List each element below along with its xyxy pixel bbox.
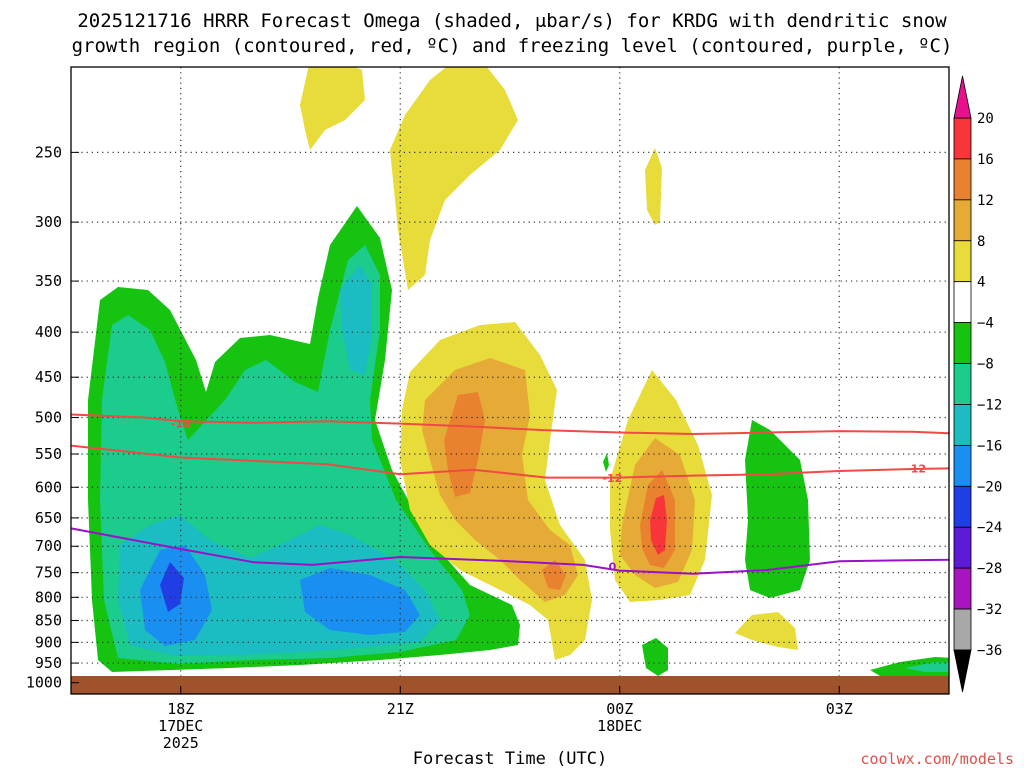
colorbar-label-11: −28 <box>977 561 1002 577</box>
omega-fill-blue <box>140 545 420 646</box>
isotherm-label--18-0: -18 <box>171 418 191 431</box>
colorbar-swatch-9 <box>953 485 972 528</box>
colorbar-label-0: 20 <box>977 111 994 127</box>
y-tick-label-450: 450 <box>35 368 62 386</box>
colorbar-label-12: −32 <box>977 602 1002 618</box>
y-tick-label-500: 500 <box>35 409 62 427</box>
y-tick-label-800: 800 <box>35 588 62 606</box>
x-tick-label-0-1: 17DEC <box>158 717 203 735</box>
colorbar-swatch-8 <box>953 444 972 487</box>
colorbar-label-6: −8 <box>977 357 994 373</box>
omega-shading-layer <box>88 67 949 678</box>
omega-fill-yellow-spike <box>645 148 662 225</box>
colorbar-bottom-arrow <box>953 649 972 693</box>
colorbar-label-7: −12 <box>977 397 1002 413</box>
chart-title-line2: growth region (contoured, red, ºC) and f… <box>72 35 953 57</box>
x-axis: 18Z17DEC202521Z00Z18DEC03Z06Z09Z <box>158 686 853 752</box>
colorbar-swatch-0 <box>953 117 972 160</box>
isotherm-line--12 <box>71 444 949 479</box>
omega-fill-yellow-low <box>735 612 798 650</box>
colorbar-swatch-3 <box>953 240 972 283</box>
x-tick-label-1-0: 21Z <box>387 700 414 718</box>
isotherm-layer: -18-18-12-1200 <box>71 413 949 575</box>
colorbar-label-5: −4 <box>977 316 994 332</box>
colorbar: 20 16 12 8 4 −4 −8 −12 −16 −20 −24 −28 −32 −36 <box>953 75 1002 693</box>
colorbar-swatch-10 <box>953 526 972 569</box>
y-tick-label-650: 650 <box>35 509 62 527</box>
plot-frame <box>70 66 950 695</box>
colorbar-swatch-1 <box>953 158 972 201</box>
y-tick-label-850: 850 <box>35 612 62 630</box>
omega-fill-teal-bottom-right <box>905 662 949 672</box>
y-tick-label-950: 950 <box>35 654 62 672</box>
credit-link[interactable]: coolwx.com/models <box>860 750 1014 768</box>
omega-fill-yellow-main <box>390 67 518 290</box>
colorbar-swatch-12 <box>953 608 972 651</box>
colorbar-swatch-5 <box>953 322 972 364</box>
x-axis-label: Forecast Time (UTC) <box>413 749 607 768</box>
omega-fill-orange <box>444 392 675 590</box>
omega-fill-green-spot <box>603 453 609 472</box>
grid-layer <box>71 67 949 694</box>
colorbar-swatch-6 <box>953 363 972 405</box>
x-tick-label-0-2: 2025 <box>163 734 199 752</box>
y-tick-label-1000: 1000 <box>26 674 62 692</box>
chart-title-line1: 2025121716 HRRR Forecast Omega (shaded, … <box>77 10 947 32</box>
omega-fill-gold <box>422 358 695 602</box>
isotherm-label--12-1: -12 <box>906 462 926 475</box>
omega-fill-cyan <box>118 265 440 656</box>
terrain-ground-fill <box>71 676 949 694</box>
omega-fill-darkblue <box>160 562 184 612</box>
y-axis: 250 300 350 400 450 500 550 600 650 700 750 800 850 9… <box>26 143 79 692</box>
colorbar-label-10: −24 <box>977 520 1002 536</box>
isotherm-line--18 <box>71 413 949 436</box>
colorbar-label-2: 12 <box>977 193 994 209</box>
colorbar-label-4: 4 <box>977 275 985 291</box>
isotherm-label--12-0: -12 <box>602 472 622 485</box>
y-tick-label-250: 250 <box>35 143 62 161</box>
omega-fill-green-right <box>745 420 810 598</box>
y-tick-label-600: 600 <box>35 478 62 496</box>
isotherm-label-0-0: 0 <box>609 560 617 573</box>
colorbar-label-1: 16 <box>977 152 994 168</box>
omega-fill-yellow-top <box>300 67 365 150</box>
y-tick-label-750: 750 <box>35 564 62 582</box>
y-tick-label-400: 400 <box>35 323 62 341</box>
colorbar-swatch-7 <box>953 404 972 446</box>
x-tick-label-0-0: 18Z <box>167 700 194 718</box>
x-tick-label-3-0: 03Z <box>826 700 853 718</box>
y-tick-label-300: 300 <box>35 213 62 231</box>
omega-fill-red <box>650 495 667 555</box>
colorbar-swatch-11 <box>953 567 972 610</box>
omega-fill-green-low-spot <box>642 638 668 676</box>
colorbar-label-3: 8 <box>977 234 985 250</box>
x-tick-label-2-1: 18DEC <box>597 717 642 735</box>
colorbar-swatch-4 <box>953 281 972 324</box>
colorbar-swatch-2 <box>953 199 972 242</box>
y-tick-label-700: 700 <box>35 537 62 555</box>
y-tick-label-350: 350 <box>35 272 62 290</box>
colorbar-top-arrow <box>953 75 972 119</box>
colorbar-label-13: −36 <box>977 643 1002 659</box>
colorbar-label-9: −20 <box>977 479 1002 495</box>
x-tick-label-2-0: 00Z <box>606 700 633 718</box>
colorbar-label-8: −16 <box>977 438 1002 454</box>
isotherm-line-0 <box>71 527 949 575</box>
y-tick-label-900: 900 <box>35 633 62 651</box>
y-tick-label-550: 550 <box>35 445 62 463</box>
